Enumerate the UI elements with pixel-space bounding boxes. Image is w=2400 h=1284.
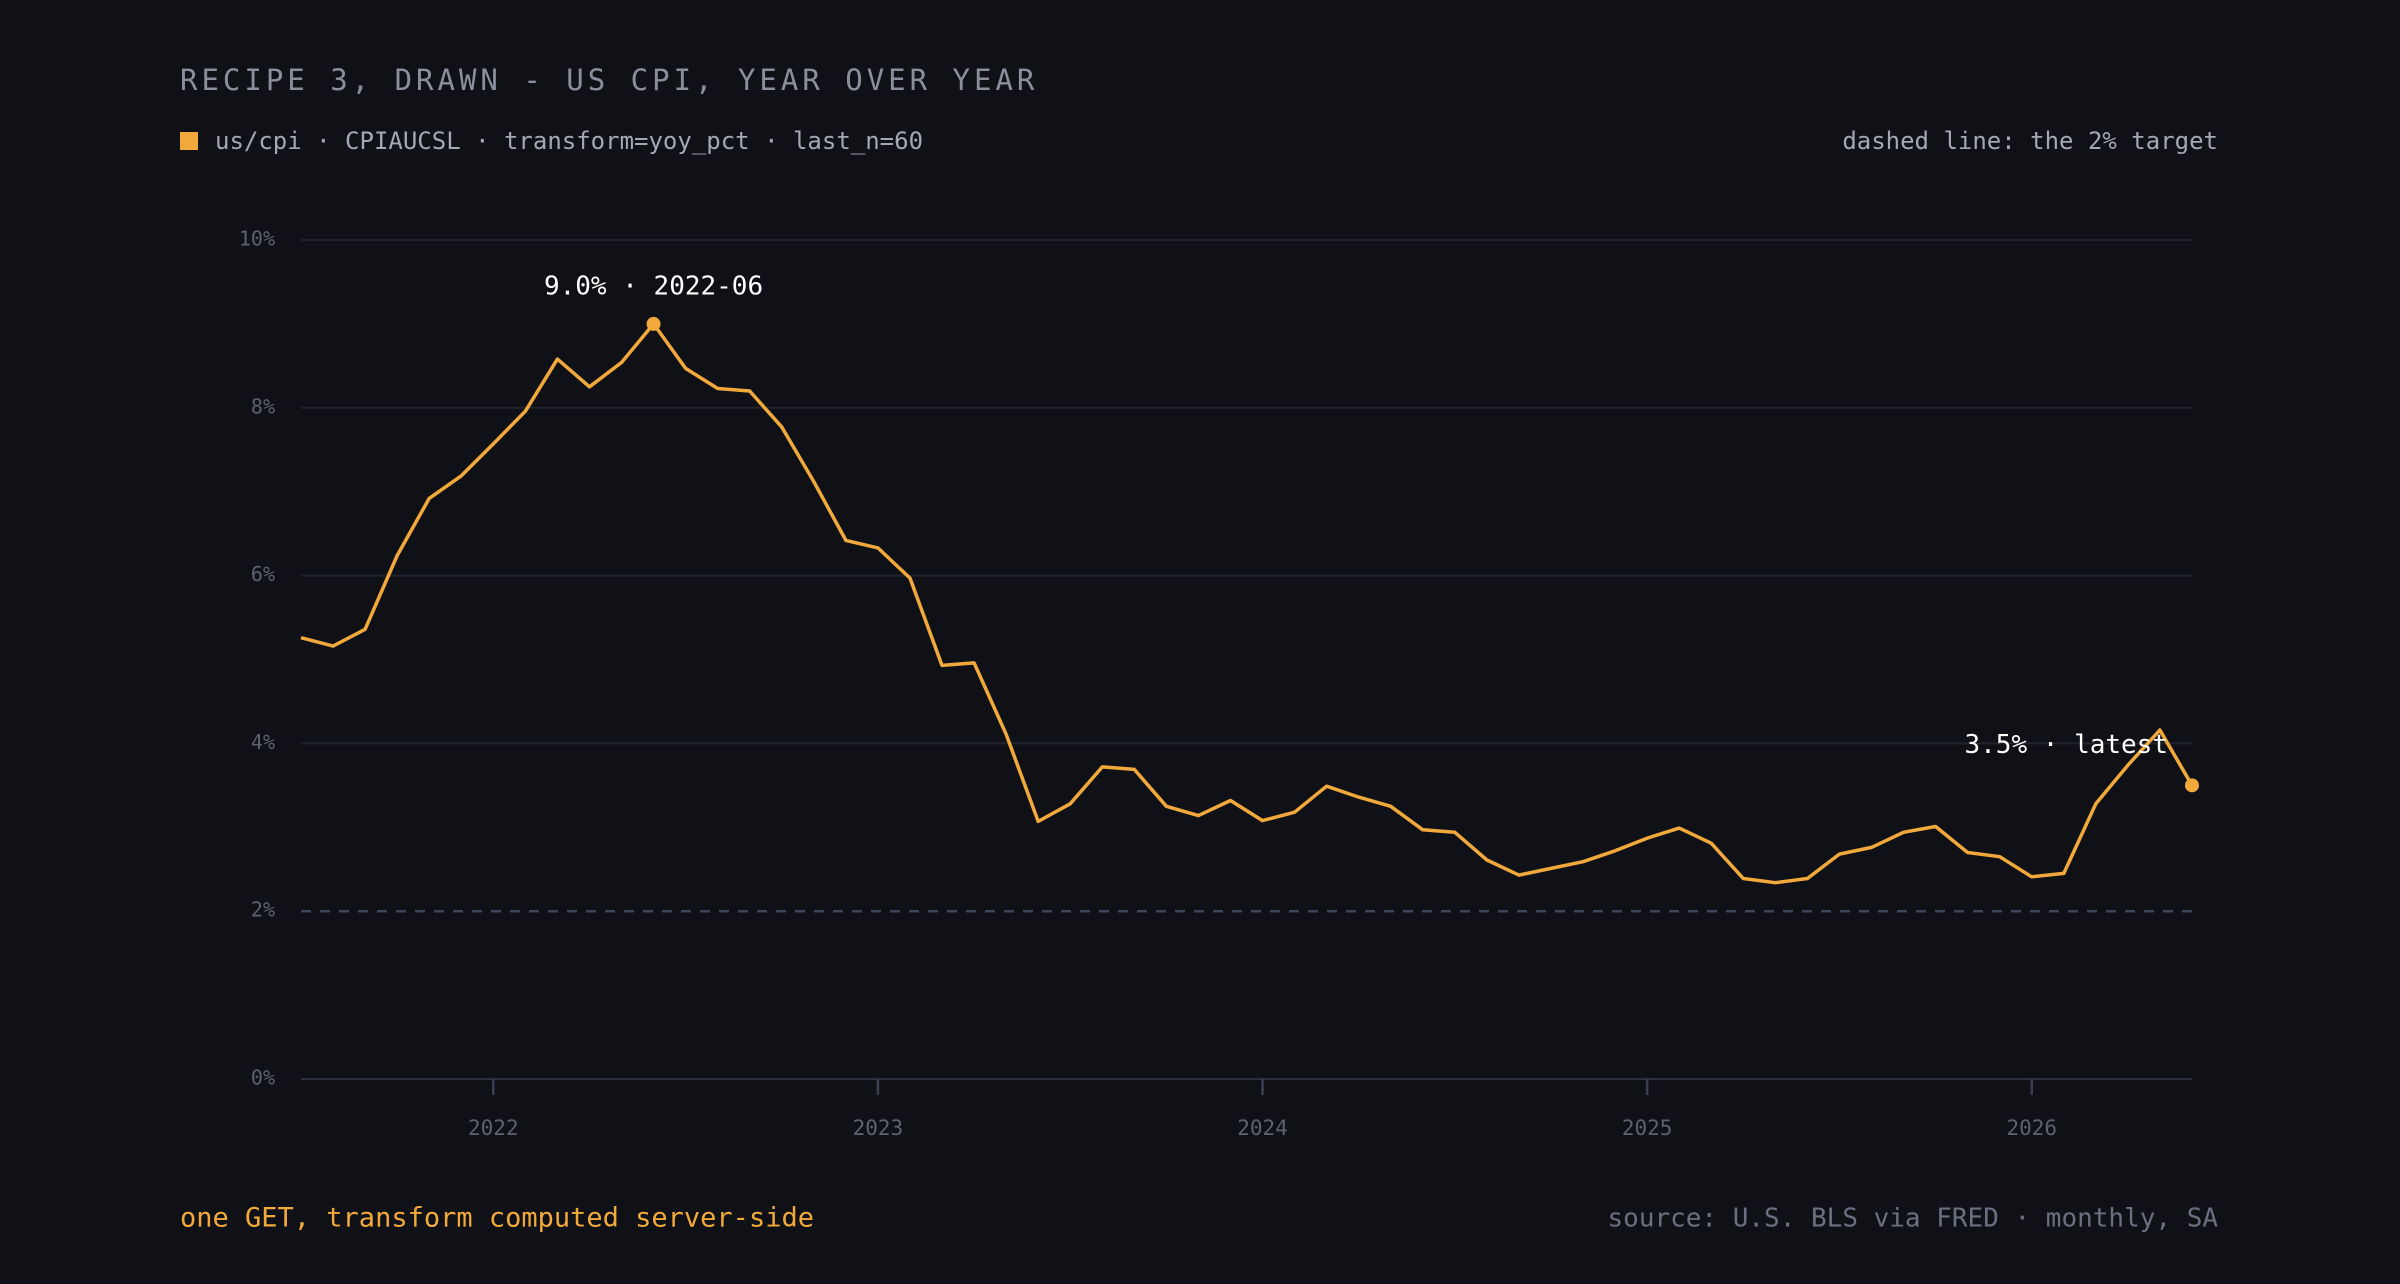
y-tick-label: 0% xyxy=(251,1066,275,1090)
x-tick-label: 2026 xyxy=(2006,1116,2057,1140)
x-tick-label: 2024 xyxy=(1237,1116,1288,1140)
peak-annotation: 9.0% · 2022-06 xyxy=(544,271,763,301)
chart-title: RECIPE 3, DRAWN - US CPI, YEAR OVER YEAR xyxy=(180,63,1038,97)
y-tick-label: 4% xyxy=(251,730,275,754)
y-tick-label: 2% xyxy=(251,898,275,922)
note: dashed line: the 2% target xyxy=(1842,127,2218,155)
series-line xyxy=(300,322,2194,885)
y-tick-label: 6% xyxy=(251,562,275,586)
footer: one GET, transform computed server-side xyxy=(180,1203,814,1234)
x-tick-label: 2023 xyxy=(853,1116,904,1140)
x-tick-label: 2025 xyxy=(1622,1116,1673,1140)
latest-annotation: 3.5% · latest xyxy=(1965,730,2169,760)
latest-dot xyxy=(2185,778,2199,793)
source: source: U.S. BLS via FRED · monthly, SA xyxy=(1608,1204,2219,1234)
legend-label: us/cpi · CPIAUCSL · transform=yoy_pct · … xyxy=(215,127,923,155)
x-tick-label: 2022 xyxy=(468,1116,519,1140)
y-tick-label: 8% xyxy=(251,394,275,418)
peak-dot xyxy=(646,316,661,331)
y-tick-label: 10% xyxy=(239,227,275,251)
legend-swatch xyxy=(180,132,198,150)
